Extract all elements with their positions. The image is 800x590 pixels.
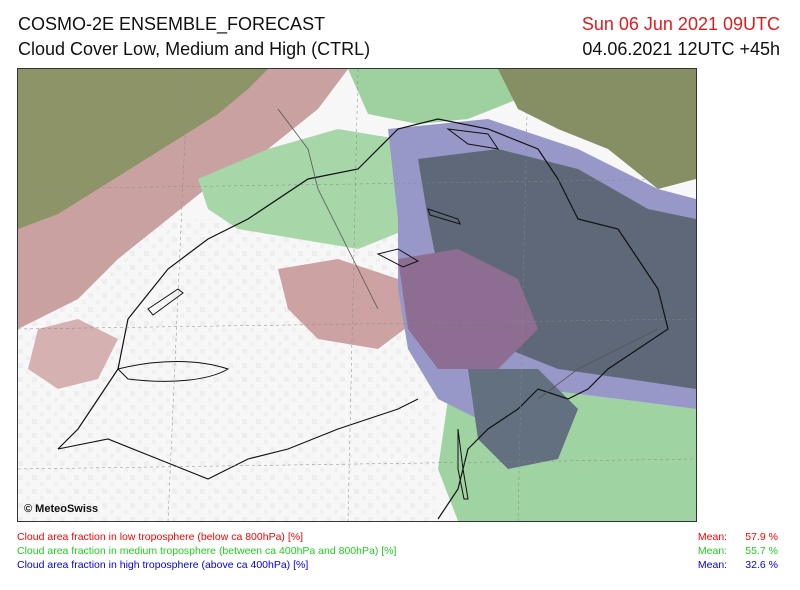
mean-low-cloud: Mean: 57.9 % xyxy=(698,531,778,543)
mean-medium-cloud-label: Mean: xyxy=(697,545,728,557)
mean-medium-cloud-value: 55.7 % xyxy=(745,545,778,557)
river-inn xyxy=(537,328,659,400)
all-layers-overlap-south xyxy=(468,369,578,469)
legend-low-cloud-label: Cloud area fraction in low troposphere (… xyxy=(17,531,303,543)
mean-medium-cloud: Mean: 55.7 % xyxy=(698,545,778,557)
country-border-south xyxy=(57,398,419,480)
medium-cloud-area-central xyxy=(198,129,418,249)
lake-lucerne xyxy=(376,248,420,268)
mean-low-cloud-value: 57.9 % xyxy=(745,531,778,543)
low-medium-overlap-northeast xyxy=(498,69,696,189)
valid-time: Sun 06 Jun 2021 09UTC xyxy=(581,14,780,34)
model-title: COSMO-2E ENSEMBLE_FORECAST xyxy=(18,14,326,34)
low-high-overlap-center xyxy=(398,249,538,369)
low-cloud-patch-west xyxy=(28,319,118,389)
country-border-switzerland xyxy=(57,118,669,520)
river-rhine xyxy=(277,108,379,310)
low-medium-overlap-northwest xyxy=(18,69,268,229)
mean-low-cloud-label: Mean: xyxy=(697,531,728,543)
lake-neuchatel xyxy=(147,288,184,316)
legend-medium-cloud-label: Cloud area fraction in medium tropospher… xyxy=(17,545,397,557)
mean-high-cloud-value: 32.6 % xyxy=(745,559,778,571)
lake-constance xyxy=(446,128,500,150)
map-svg xyxy=(18,69,696,521)
lake-geneva xyxy=(117,361,230,382)
product-title: Cloud Cover Low, Medium and High (CTRL) xyxy=(18,39,371,59)
copyright-label: © MeteoSwiss xyxy=(24,503,99,515)
legend-high-cloud-label: Cloud area fraction in high troposphere … xyxy=(17,559,309,571)
lake-zurich xyxy=(427,208,461,225)
run-time: 04.06.2021 12UTC +45h xyxy=(582,39,780,59)
low-cloud-patch-central xyxy=(278,259,418,349)
mean-high-cloud: Mean: 32.6 % xyxy=(698,559,778,571)
medium-cloud-band-north xyxy=(348,69,538,124)
mean-high-cloud-label: Mean: xyxy=(697,559,728,571)
cloud-cover-map: © MeteoSwiss xyxy=(17,68,697,522)
